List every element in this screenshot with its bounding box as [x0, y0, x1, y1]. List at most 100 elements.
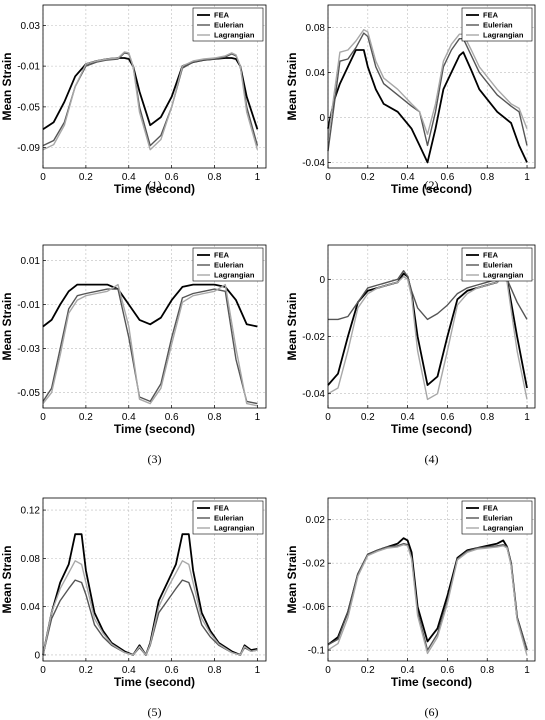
x-tick-label: 0.4: [122, 412, 136, 423]
y-tick-label: -0.04: [302, 158, 325, 169]
x-tick-label: 0: [325, 412, 331, 423]
y-axis-label: Mean Strain: [285, 292, 299, 360]
series-line-lagrangian: [327, 544, 528, 656]
y-tick-label: 0: [34, 650, 40, 661]
panel-caption: (2): [425, 178, 439, 192]
plot-frame: [42, 4, 267, 169]
x-tick-label: 0.6: [165, 172, 179, 183]
y-tick-label: -0.05: [17, 102, 40, 113]
plot-frame: [327, 244, 536, 409]
plot-frame: [327, 497, 536, 662]
legend-label-fea: FEA: [214, 251, 230, 260]
legend-label-fea: FEA: [483, 251, 499, 260]
x-axis-label: Time (second): [114, 182, 195, 196]
y-tick-label: 0.03: [21, 21, 41, 32]
legend-label-lagrangian: Lagrangian: [214, 524, 255, 533]
y-axis-label: Mean Strain: [285, 52, 299, 120]
legend-label-lagrangian: Lagrangian: [214, 31, 255, 40]
legend-label-eulerian: Eulerian: [483, 21, 513, 30]
plot-frame: [42, 497, 267, 662]
x-tick-label: 0.6: [440, 412, 454, 423]
y-tick-label: 0.12: [21, 506, 41, 517]
x-tick-label: 0: [40, 412, 46, 423]
x-axis-label: Time (second): [114, 675, 195, 689]
x-tick-label: 0.2: [361, 412, 375, 423]
x-tick-label: 1: [524, 172, 530, 183]
y-tick-label: 0.04: [306, 68, 326, 79]
x-tick-label: 0.4: [401, 665, 415, 676]
y-tick-label: -0.01: [17, 62, 40, 73]
x-tick-label: 1: [524, 412, 530, 423]
legend-label-fea: FEA: [214, 504, 230, 513]
x-tick-label: 0.2: [79, 412, 93, 423]
x-tick-label: 0.2: [79, 665, 93, 676]
y-axis-label: Mean Strain: [0, 52, 14, 120]
x-tick-label: 0.6: [440, 172, 454, 183]
x-tick-label: 1: [524, 665, 530, 676]
x-tick-label: 0.8: [480, 172, 494, 183]
legend-label-eulerian: Eulerian: [483, 261, 513, 270]
plot-frame: [327, 4, 536, 169]
chart-panel-3: 0 0.2 0.4 0.6 0.8 1 -0.05 -0.03 -0.01 0.01 Time (s…: [0, 244, 267, 466]
series-line-lagrangian: [42, 560, 258, 656]
x-tick-label: 0.4: [122, 665, 136, 676]
y-tick-label: 0.01: [21, 256, 41, 267]
series-line-eulerian: [42, 52, 259, 147]
y-axis-label: Mean Strain: [285, 545, 299, 613]
series-line-eulerian: [327, 542, 528, 651]
legend-label-eulerian: Eulerian: [483, 514, 513, 523]
x-axis-label: Time (second): [391, 675, 472, 689]
x-tick-label: 1: [255, 665, 261, 676]
legend-label-fea: FEA: [483, 504, 499, 513]
x-tick-label: 0: [325, 665, 331, 676]
y-tick-label: -0.1: [308, 646, 326, 657]
x-tick-label: 1: [255, 412, 261, 423]
chart-panel-5: 0 0.2 0.4 0.6 0.8 1 0 0.04 0.08 0.12 Time (second)…: [0, 497, 267, 719]
y-tick-label: -0.02: [302, 332, 325, 343]
y-tick-label: 0.08: [306, 23, 326, 34]
y-tick-label: 0: [319, 275, 325, 286]
x-tick-label: 0.8: [208, 172, 222, 183]
panel-caption: (5): [148, 705, 162, 719]
panel-caption: (3): [148, 452, 162, 466]
legend-label-eulerian: Eulerian: [214, 21, 244, 30]
x-tick-label: 0.8: [208, 412, 222, 423]
x-tick-label: 0.6: [165, 412, 179, 423]
legend-label-lagrangian: Lagrangian: [483, 524, 524, 533]
x-tick-label: 0.8: [208, 665, 222, 676]
legend-label-lagrangian: Lagrangian: [214, 271, 255, 280]
x-tick-label: 0.2: [361, 665, 375, 676]
x-tick-label: 0.4: [122, 172, 136, 183]
series-line-lagrangian: [327, 29, 528, 140]
y-tick-label: -0.02: [302, 559, 325, 570]
x-axis-label: Time (second): [391, 422, 472, 436]
x-tick-label: 0: [325, 172, 331, 183]
panel-caption: (1): [148, 178, 162, 192]
plot-frame: [42, 244, 267, 409]
x-tick-label: 0.8: [480, 412, 494, 423]
series-line-fea: [42, 283, 258, 328]
legend-label-lagrangian: Lagrangian: [483, 31, 524, 40]
x-tick-label: 0.6: [165, 665, 179, 676]
x-tick-label: 0.2: [79, 172, 93, 183]
y-tick-label: 0.04: [21, 602, 41, 613]
y-tick-label: -0.06: [302, 602, 325, 613]
chart-panel-1: 0 0.2 0.4 0.6 0.8 1 -0.09 -0.05 -0.01 0.03 Time (s…: [0, 4, 267, 196]
x-axis-label: Time (second): [391, 182, 472, 196]
legend-label-eulerian: Eulerian: [214, 261, 244, 270]
series-line-fea: [327, 49, 528, 164]
legend-label-fea: FEA: [214, 11, 230, 20]
x-tick-label: 0: [40, 172, 46, 183]
x-tick-label: 1: [255, 172, 261, 183]
x-tick-label: 0: [40, 665, 46, 676]
y-tick-label: 0.08: [21, 554, 41, 565]
x-tick-label: 0.8: [480, 665, 494, 676]
